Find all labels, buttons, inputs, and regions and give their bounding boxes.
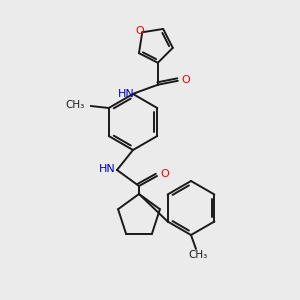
Text: O: O (182, 75, 190, 85)
Text: CH₃: CH₃ (188, 250, 208, 260)
Text: O: O (135, 26, 144, 36)
Text: HN: HN (117, 89, 134, 99)
Text: HN: HN (99, 164, 116, 174)
Text: O: O (160, 169, 169, 179)
Text: CH₃: CH₃ (65, 100, 85, 110)
